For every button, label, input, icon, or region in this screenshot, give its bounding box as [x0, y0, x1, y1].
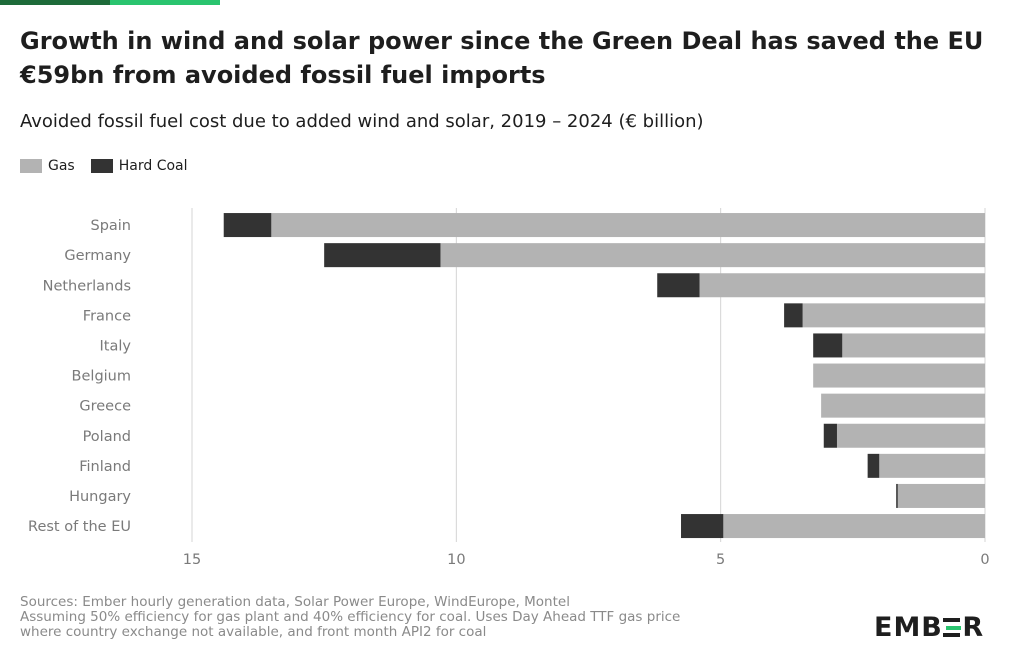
legend-item-gas: Gas [20, 158, 75, 174]
bar-france-gas [802, 303, 985, 328]
x-tick-label-15: 15 [183, 552, 201, 568]
bar-finland-gas [879, 453, 985, 478]
ember-logo: EMB E R [874, 612, 984, 643]
bar-italy-hard-coal [813, 333, 843, 358]
logo-accent-e: E [942, 612, 962, 643]
bar-germany-hard-coal [324, 243, 441, 268]
top-accent-rule-light [110, 0, 220, 5]
category-label-france: France [83, 308, 131, 324]
category-label-belgium: Belgium [72, 369, 131, 385]
bar-spain-hard-coal [223, 213, 272, 238]
footer-note-line-1: Assuming 50% efficiency for gas plant an… [20, 609, 681, 625]
chart-legend: Gas Hard Coal [20, 158, 204, 174]
chart-subtitle: Avoided fossil fuel cost due to added wi… [20, 111, 704, 132]
legend-swatch-gas [20, 159, 42, 173]
bar-rest-of-the-eu-gas [723, 514, 985, 539]
bar-greece-gas [821, 393, 985, 418]
category-label-italy: Italy [100, 338, 132, 354]
footer-sources: Sources: Ember hourly generation data, S… [20, 594, 570, 610]
bar-belgium-gas [813, 363, 985, 388]
bar-poland-hard-coal [823, 423, 837, 448]
chart-footer: Sources: Ember hourly generation data, S… [20, 595, 840, 640]
legend-item-hard-coal: Hard Coal [90, 158, 188, 174]
legend-swatch-hard-coal [90, 159, 113, 173]
top-accent-rule [0, 0, 220, 5]
bar-chart: Spain Germany Netherlands France Italy Belgiu… [28, 208, 990, 568]
legend-label-gas: Gas [48, 158, 75, 174]
x-tick-label-5: 5 [716, 552, 725, 568]
bar-germany-gas [440, 243, 985, 268]
top-accent-rule-dark [0, 0, 110, 5]
category-label-spain: Spain [90, 218, 131, 234]
footer-note-line-2: where country exchange not available, an… [20, 624, 487, 640]
bar-hungary-gas [897, 483, 985, 508]
logo-e-strokes [942, 612, 960, 643]
logo-accent-bar [945, 625, 961, 630]
x-tick-label-0: 0 [980, 552, 989, 568]
category-label-poland: Poland [83, 429, 131, 445]
category-label-hungary: Hungary [69, 489, 131, 505]
category-label-greece: Greece [79, 399, 131, 415]
logo-text-part-1: EMB [874, 612, 943, 643]
category-label-germany: Germany [64, 248, 131, 264]
chart-title: Growth in wind and solar power since the… [20, 27, 984, 89]
bar-rest-of-the-eu-hard-coal [681, 514, 724, 539]
bar-finland-hard-coal [867, 453, 880, 478]
bar-italy-gas [842, 333, 985, 358]
category-label-netherlands: Netherlands [43, 278, 131, 294]
logo-text-part-2: R [962, 612, 985, 643]
legend-label-hard-coal: Hard Coal [118, 158, 188, 174]
bar-poland-gas [836, 423, 985, 448]
bar-hungary-hard-coal [896, 483, 898, 508]
category-label-rest-of-the-eu: Rest of the EU [28, 519, 131, 535]
bar-netherlands-gas [699, 273, 985, 298]
category-label-finland: Finland [79, 459, 131, 475]
bar-france-hard-coal [784, 303, 803, 328]
bar-spain-gas [271, 213, 985, 238]
bar-netherlands-hard-coal [657, 273, 700, 298]
x-tick-label-10: 10 [447, 552, 465, 568]
